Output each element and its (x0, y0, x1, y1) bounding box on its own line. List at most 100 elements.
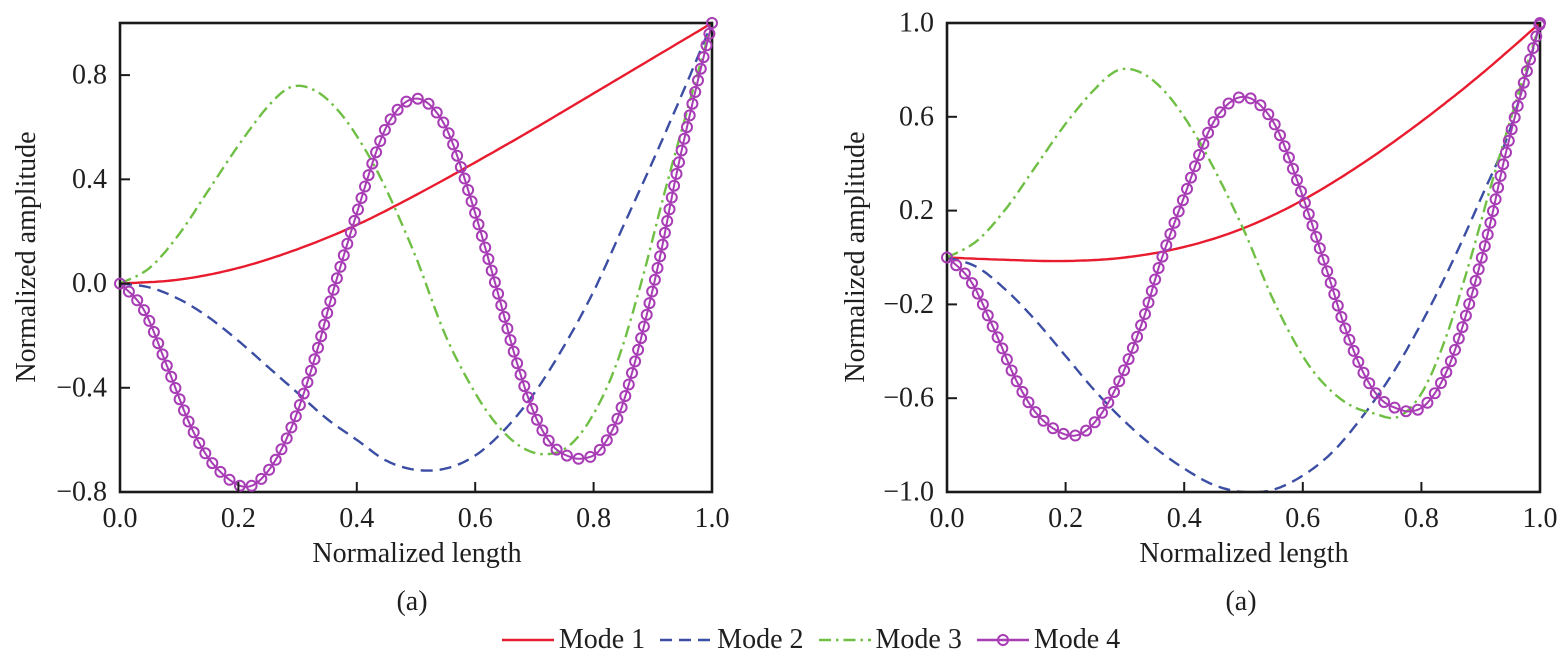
circle-marker-icon (1481, 228, 1494, 241)
circle-marker-icon (1010, 375, 1023, 388)
circle-marker-icon (131, 294, 144, 307)
circle-marker-icon (560, 449, 573, 462)
circle-marker-icon (632, 343, 645, 356)
circle-marker-icon (1492, 181, 1505, 194)
y-axis-label-left: Normalized amplitude (11, 131, 42, 383)
y-tick-label: −1.0 (883, 477, 934, 508)
circle-marker-icon (1022, 396, 1035, 409)
circle-marker-icon (156, 348, 169, 361)
circle-marker-icon (430, 106, 443, 119)
circle-marker-icon (1156, 250, 1169, 263)
circle-marker-icon (694, 62, 707, 75)
circle-marker-icon (1207, 116, 1220, 129)
circle-marker-icon (1149, 273, 1162, 286)
circle-marker-icon (422, 97, 435, 110)
circle-marker-icon (606, 423, 619, 436)
circle-marker-icon (160, 359, 173, 372)
circle-marker-icon (1310, 230, 1323, 243)
circle-marker-icon (626, 367, 638, 379)
circle-marker-icon (122, 285, 135, 298)
x-tick-label: 1.0 (695, 503, 730, 534)
circle-marker-icon (1172, 205, 1185, 218)
legend-sample-mode-4-line-icon (976, 634, 1029, 646)
series-line-mode-2 (946, 22, 1541, 493)
circle-marker-icon (344, 226, 357, 239)
circle-marker-icon (475, 229, 488, 242)
circle-marker-icon (1411, 403, 1424, 416)
subfigure-caption-right: (a) (1225, 586, 1257, 617)
circle-marker-icon (495, 299, 508, 312)
circle-marker-icon (400, 95, 413, 108)
circle-marker-icon (442, 127, 455, 140)
circle-marker-icon (378, 123, 391, 136)
y-tick-label: 0.6 (899, 101, 934, 132)
circle-marker-icon (526, 402, 539, 415)
circle-marker-icon (245, 479, 258, 492)
circle-marker-icon (1500, 146, 1512, 159)
circle-marker-icon (1478, 240, 1491, 253)
circle-marker-icon (362, 169, 375, 182)
circle-marker-icon (437, 116, 450, 129)
circle-marker-icon (1466, 286, 1479, 299)
mode-shapes-chart-left: 0.0 0.2 0.4 0.6 0.8 1.0 −0.8 −0.4 0.0 0.4 0.8 (56, 17, 730, 534)
circle-marker-icon (324, 295, 337, 308)
circle-marker-icon (542, 434, 555, 447)
circle-marker-icon (1152, 262, 1165, 274)
circle-marker-icon (315, 330, 328, 343)
circle-marker-icon (663, 203, 676, 216)
circle-marker-icon (1475, 251, 1488, 264)
circle-marker-icon (1291, 174, 1303, 187)
circle-marker-icon (622, 378, 635, 391)
circle-marker-icon (678, 132, 691, 145)
circle-marker-icon (1139, 308, 1151, 320)
circle-marker-icon (683, 109, 696, 122)
circle-marker-icon (1502, 134, 1515, 147)
circle-marker-icon (640, 308, 653, 321)
circle-marker-icon (1016, 385, 1029, 398)
circle-marker-icon (173, 393, 186, 406)
circle-marker-icon (1335, 311, 1348, 323)
circle-marker-icon (1037, 414, 1050, 427)
circle-marker-icon (1378, 396, 1391, 408)
circle-marker-icon (1029, 406, 1042, 419)
circle-marker-icon (1287, 162, 1299, 175)
x-tick-label: 0.4 (1167, 503, 1202, 534)
x-tick-label: 0.0 (103, 503, 138, 534)
circle-marker-icon (193, 437, 206, 449)
circle-marker-icon (661, 215, 674, 227)
circle-marker-icon (178, 404, 190, 417)
circle-marker-icon (1160, 239, 1173, 252)
circle-marker-icon (971, 287, 984, 300)
circle-marker-icon (654, 250, 667, 263)
circle-marker-icon (1088, 416, 1101, 429)
circle-marker-icon (1452, 332, 1465, 345)
circle-marker-icon (514, 368, 527, 381)
circle-marker-icon (263, 463, 276, 476)
circle-marker-icon (991, 331, 1004, 344)
y-tick-label: 0.2 (899, 195, 934, 226)
circle-marker-icon (572, 452, 585, 465)
circle-marker-icon (1295, 185, 1307, 198)
circle-marker-icon (1331, 299, 1344, 312)
y-tick-label: 0.4 (72, 164, 107, 195)
circle-marker-icon (206, 457, 219, 470)
circle-marker-icon (1497, 158, 1510, 171)
circle-marker-icon (507, 345, 520, 358)
circle-marker-icon (359, 180, 371, 193)
circle-marker-icon (700, 39, 713, 52)
circle-marker-icon (681, 121, 693, 134)
circle-marker-icon (1214, 106, 1227, 119)
circle-marker-icon (966, 277, 978, 290)
circle-marker-icon (1118, 364, 1131, 377)
circle-marker-icon (337, 249, 350, 262)
circle-marker-icon (1202, 126, 1215, 139)
legend-sample-mode-2-line-icon (660, 638, 713, 642)
series-markers-mode-4 (941, 17, 1546, 442)
circle-marker-icon (584, 450, 597, 463)
x-tick-label: 0.8 (576, 503, 611, 534)
legend-label-mode-3: Mode 3 (875, 624, 962, 655)
circle-marker-icon (668, 179, 681, 192)
circle-marker-icon (1487, 205, 1499, 218)
y-tick-label: −0.6 (883, 383, 934, 414)
series-markers-mode-4 (114, 17, 718, 492)
